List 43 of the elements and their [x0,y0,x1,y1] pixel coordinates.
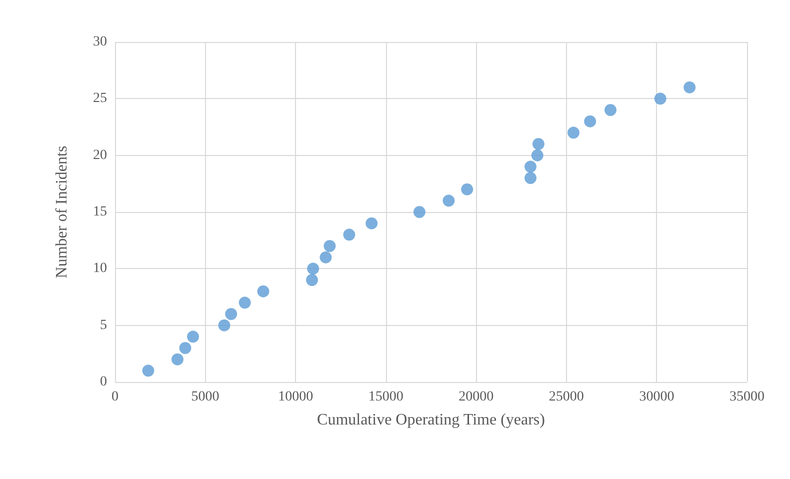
point [524,160,536,173]
point [324,240,336,252]
point [257,285,270,298]
point [179,342,192,354]
point [218,319,230,332]
point [532,138,544,150]
point [567,126,580,139]
point [306,274,318,286]
x-tick-label: 15000 [368,390,404,404]
point [604,104,616,116]
point [238,296,251,309]
x-tick-label: 10000 [278,390,314,404]
point [413,206,426,218]
point [461,183,474,196]
point [320,251,332,264]
point [584,115,596,128]
y-tick-label: 10 [93,261,107,276]
x-tick-label: 25000 [548,390,584,404]
point [684,81,696,94]
x-tick-label: 30000 [639,390,674,404]
y-axis-title: Number of Incidents [54,146,70,278]
point [366,217,378,230]
point [442,194,455,207]
y-tick-label: 25 [93,91,107,106]
x-tick-label: 5000 [191,390,220,404]
x-tick-label: 35000 [730,390,764,404]
x-tick-label: 20000 [458,390,494,404]
y-tick-label: 15 [93,204,107,220]
y-tick-label: 20 [93,148,107,163]
point [171,353,184,366]
point [187,330,200,343]
point [142,364,154,377]
point [343,228,356,241]
point [225,308,238,320]
y-tick-label: 5 [100,318,107,333]
y-tick-label: 30 [93,34,107,50]
point [531,149,544,162]
x-axis-title: Cumulative Operating Time (years) [317,412,545,428]
point [654,92,666,105]
x-tick-label: 0 [112,390,118,404]
point [524,172,536,184]
y-tick-label: 0 [100,374,107,390]
point [307,262,320,275]
